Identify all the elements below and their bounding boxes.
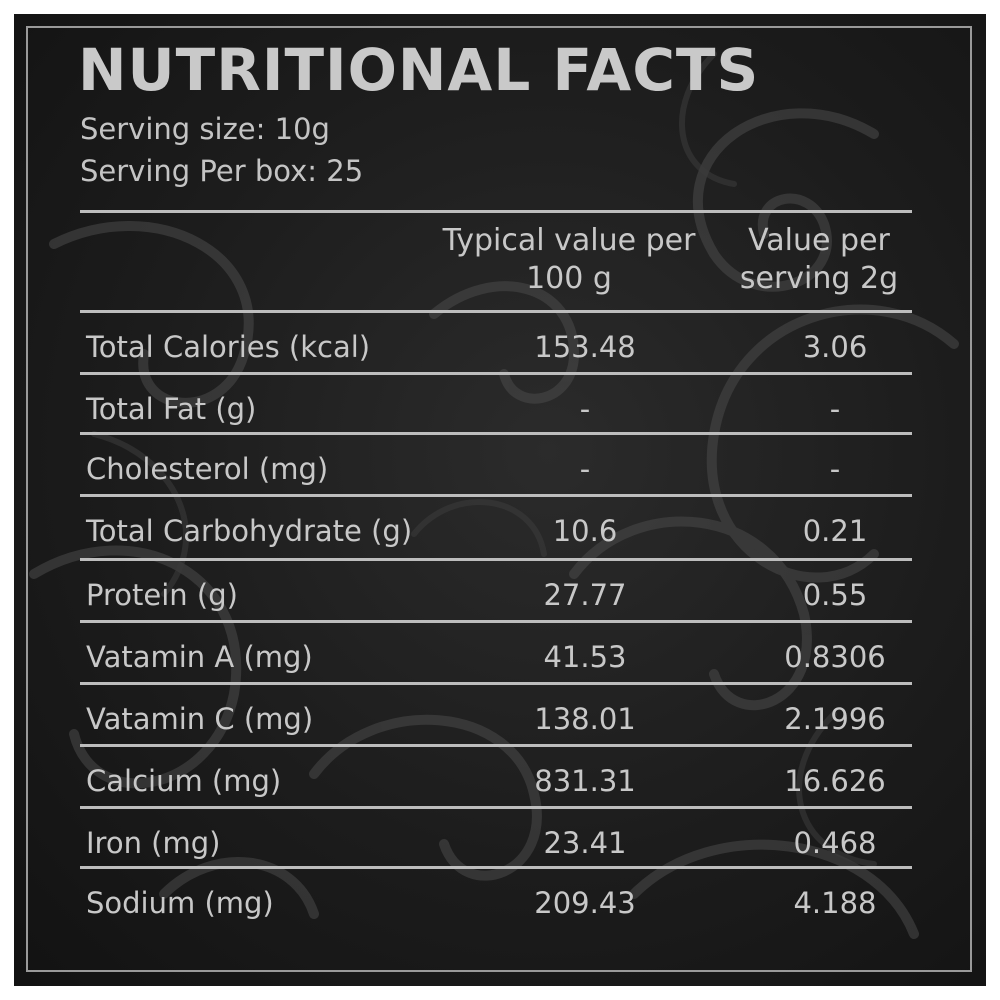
- value-per-serving: 0.8306: [784, 640, 886, 674]
- value-per-100g: 23.41: [543, 826, 627, 860]
- value-per-serving: 0.55: [802, 578, 868, 612]
- table-row: Sodium (mg) 209.43 4.188: [80, 872, 912, 934]
- value-per-serving: 0.21: [802, 514, 868, 548]
- column-header-per-100g: Typical value per 100 g: [414, 222, 724, 298]
- nutrient-label: Sodium (mg): [86, 886, 274, 920]
- table-row: Cholesterol (mg) - -: [80, 438, 912, 500]
- header-top-rule: [80, 210, 912, 213]
- column-header-per-serving-line2: serving 2g: [739, 261, 899, 296]
- nutrient-label: Cholesterol (mg): [86, 452, 329, 486]
- row-divider: [80, 494, 912, 497]
- value-per-100g: 209.43: [534, 886, 636, 920]
- row-divider: [80, 866, 912, 869]
- value-per-100g: -: [579, 392, 591, 426]
- table-row: Total Calories (kcal) 153.48 3.06: [80, 316, 912, 378]
- column-header-per-serving: Value per serving 2g: [714, 222, 924, 298]
- row-divider: [80, 620, 912, 623]
- row-divider: [80, 744, 912, 747]
- nutrient-label: Iron (mg): [86, 826, 221, 860]
- table-row: Iron (mg) 23.41 0.468: [80, 812, 912, 874]
- column-header-per-100g-line2: 100 g: [526, 261, 612, 296]
- serving-per-box: Serving Per box: 25: [80, 154, 364, 188]
- value-per-serving: 4.188: [793, 886, 877, 920]
- value-per-100g: 153.48: [534, 330, 636, 364]
- value-per-100g: 27.77: [543, 578, 627, 612]
- value-per-serving: -: [829, 452, 841, 486]
- value-per-serving: 0.468: [793, 826, 877, 860]
- value-per-100g: 41.53: [543, 640, 627, 674]
- table-row: Total Carbohydrate (g) 10.6 0.21: [80, 500, 912, 562]
- column-header-per-serving-line1: Value per: [748, 223, 890, 258]
- column-header-per-100g-line1: Typical value per: [442, 223, 696, 258]
- value-per-serving: 3.06: [802, 330, 868, 364]
- nutrient-label: Vatamin C (mg): [86, 702, 314, 736]
- nutrition-label-panel: NUTRITIONAL FACTS Serving size: 10g Serv…: [14, 14, 986, 986]
- row-divider: [80, 806, 912, 809]
- nutrient-label: Total Calories (kcal): [86, 330, 371, 364]
- value-per-100g: 10.6: [552, 514, 618, 548]
- table-row: Calcium (mg) 831.31 16.626: [80, 750, 912, 812]
- row-divider: [80, 682, 912, 685]
- nutrient-label: Protein (g): [86, 578, 238, 612]
- value-per-100g: -: [579, 452, 591, 486]
- value-per-100g: 138.01: [534, 702, 636, 736]
- value-per-serving: 2.1996: [784, 702, 886, 736]
- value-per-serving: 16.626: [784, 764, 886, 798]
- nutrient-label: Total Carbohydrate (g): [86, 514, 413, 548]
- label-border: [26, 26, 972, 972]
- row-divider: [80, 558, 912, 561]
- nutrient-label: Total Fat (g): [86, 392, 257, 426]
- row-divider: [80, 432, 912, 435]
- value-per-serving: -: [829, 392, 841, 426]
- serving-size: Serving size: 10g: [80, 112, 330, 146]
- value-per-100g: 831.31: [534, 764, 636, 798]
- nutrient-label: Vatamin A (mg): [86, 640, 313, 674]
- page-title: NUTRITIONAL FACTS: [78, 36, 760, 104]
- table-row: Vatamin C (mg) 138.01 2.1996: [80, 688, 912, 750]
- table-row: Vatamin A (mg) 41.53 0.8306: [80, 626, 912, 688]
- table-row: Total Fat (g) - -: [80, 378, 912, 440]
- nutrient-label: Calcium (mg): [86, 764, 282, 798]
- row-divider: [80, 372, 912, 375]
- table-row: Protein (g) 27.77 0.55: [80, 564, 912, 626]
- header-bottom-rule: [80, 310, 912, 313]
